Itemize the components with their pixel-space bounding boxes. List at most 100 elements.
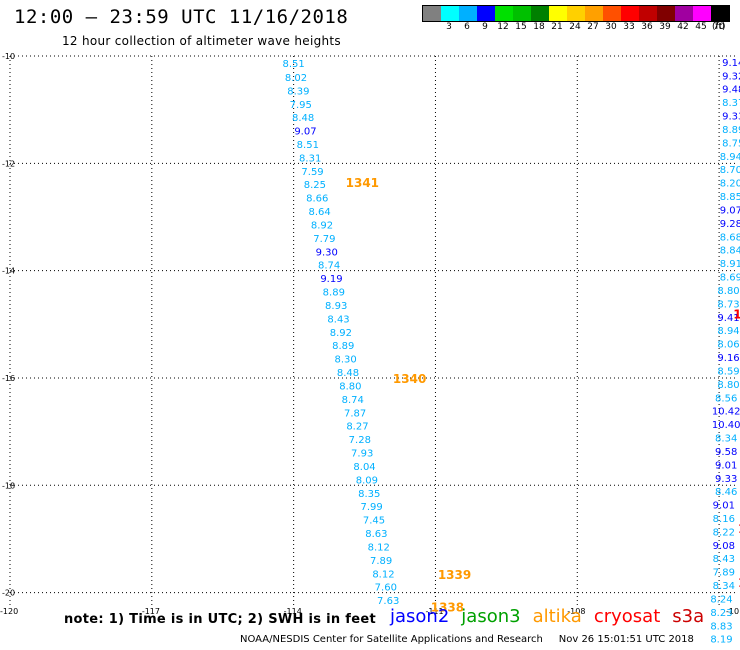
legend-swatch <box>657 6 675 21</box>
chart-title: 12:00 — 23:59 UTC 11/16/2018 <box>14 6 349 28</box>
wave-height-label: 8.19 <box>710 635 732 646</box>
wave-height-label: 9.01 <box>713 501 735 512</box>
legend-swatch <box>423 6 441 21</box>
wave-height-label: 8.24 <box>710 594 732 605</box>
wave-height-label: 8.85 <box>720 192 740 203</box>
y-tick-label: -12 <box>2 159 15 168</box>
wave-height-label: 8.89 <box>722 125 740 136</box>
legend-swatch <box>495 6 513 21</box>
satellite-legend: jason2 jason3 altika cryosat s3a <box>390 606 716 627</box>
x-tick-label: -120 <box>0 607 18 616</box>
wave-height-label: 7.95 <box>290 100 312 111</box>
wave-height-label: 8.92 <box>311 220 333 231</box>
pass-number-label: 1339 <box>438 568 471 582</box>
legend-label: 6 <box>464 22 470 32</box>
wave-height-label: 8.51 <box>283 59 305 70</box>
note-text: note: 1) Time is in UTC; 2) SWH is in fe… <box>64 612 376 627</box>
wave-height-label: 8.63 <box>365 529 387 540</box>
wave-height-label: 8.94 <box>717 326 739 337</box>
x-tick-label: -111 <box>425 607 443 616</box>
legend-label: 45 <box>695 22 707 32</box>
wave-height-label: 9.08 <box>713 541 735 552</box>
legend-swatch <box>639 6 657 21</box>
wave-height-label: 9.33 <box>715 474 737 485</box>
wave-height-label: 9.16 <box>717 353 739 364</box>
wave-height-label: 8.73 <box>717 299 739 310</box>
y-tick-label: -14 <box>2 267 15 276</box>
wave-height-label: 8.68 <box>720 232 740 243</box>
wave-height-label: 9.07 <box>720 205 740 216</box>
wave-height-label: 8.89 <box>332 341 354 352</box>
legend-label: 36 <box>641 22 653 32</box>
wave-height-label: 8.12 <box>372 569 394 580</box>
legend-label: 33 <box>623 22 635 32</box>
wave-height-label: 9.14 <box>722 58 740 69</box>
wave-height-label: 8.75 <box>722 138 740 149</box>
wave-height-label: 8.80 <box>717 286 739 297</box>
legend-label: 27 <box>587 22 599 32</box>
wave-height-label: 8.91 <box>720 259 740 270</box>
wave-height-label: 8.70 <box>720 165 740 176</box>
wave-height-label: 9.19 <box>320 274 342 285</box>
satellite-label-jason2: jason2 <box>390 606 450 627</box>
legend-swatch <box>585 6 603 21</box>
wave-height-label: 8.25 <box>304 180 326 191</box>
wave-height-label: 9.48 <box>722 85 740 96</box>
wave-height-label: 8.74 <box>342 395 364 406</box>
wave-height-label: 8.93 <box>325 301 347 312</box>
satellite-label-cryosat: cryosat <box>593 606 661 627</box>
wave-height-label: 8.48 <box>337 368 359 379</box>
wave-height-label: 7.28 <box>349 435 371 446</box>
wave-height-label: 7.60 <box>375 583 397 594</box>
wave-height-label: 9.41 <box>717 313 739 324</box>
wave-height-label: 7.79 <box>313 234 335 245</box>
wave-height-label: 8.12 <box>368 542 390 553</box>
satellite-label-jason3: jason3 <box>461 606 521 627</box>
wave-height-label: 8.83 <box>710 621 732 632</box>
wave-height-label: 8.66 <box>306 194 328 205</box>
wave-height-label: 9.58 <box>715 447 737 458</box>
pass-number-label: 1341 <box>346 176 379 190</box>
legend-swatch <box>549 6 567 21</box>
wave-height-label: 8.46 <box>715 487 737 498</box>
wave-height-label: 8.84 <box>720 246 740 257</box>
legend-swatch <box>567 6 585 21</box>
wave-height-label: 8.27 <box>346 422 368 433</box>
legend-label: 9 <box>482 22 488 32</box>
legend-swatch <box>531 6 549 21</box>
wave-height-label: 8.92 <box>330 328 352 339</box>
legend-label: 24 <box>569 22 581 32</box>
satellite-label-s3a: s3a <box>672 606 705 627</box>
wave-height-label: 8.23 <box>710 608 732 619</box>
wave-height-label: 8.51 <box>297 140 319 151</box>
wave-height-label: 8.80 <box>339 381 361 392</box>
pass-number-label: 1340 <box>393 372 426 386</box>
wave-height-label: 8.22 <box>713 527 735 538</box>
wave-height-label: 9.28 <box>720 219 740 230</box>
wave-height-label: 8.48 <box>292 113 314 124</box>
wave-height-label: 8.16 <box>713 514 735 525</box>
chart-subtitle: 12 hour collection of altimeter wave hei… <box>62 34 341 48</box>
wave-height-label: 9.33 <box>722 112 740 123</box>
y-tick-label: -20 <box>2 589 15 598</box>
wave-height-label: 7.99 <box>361 502 383 513</box>
legend-label: 42 <box>677 22 689 32</box>
wave-height-label: 8.74 <box>318 261 340 272</box>
legend-label: 15 <box>515 22 527 32</box>
wave-height-label: 8.69 <box>720 273 740 284</box>
wave-height-label: 8.34 <box>713 581 735 592</box>
y-tick-label: -10 <box>2 52 15 61</box>
wave-height-label: 9.32 <box>722 71 740 82</box>
legend-label: 12 <box>497 22 509 32</box>
legend-swatch <box>711 6 729 21</box>
legend-label: 70 <box>713 22 725 32</box>
x-tick-label: -114 <box>284 607 302 616</box>
wave-height-label: 8.43 <box>713 554 735 565</box>
legend-unit: (ft) <box>712 22 726 32</box>
legend-swatch <box>441 6 459 21</box>
wave-height-label: 8.06 <box>717 340 739 351</box>
color-legend-labels: 3 6 9 12 15 18 21 24 27 30 33 36 39 42 45 70 <box>422 22 728 34</box>
wave-height-label: 8.37 <box>722 98 740 109</box>
pass-number-label: 131 <box>738 522 740 536</box>
